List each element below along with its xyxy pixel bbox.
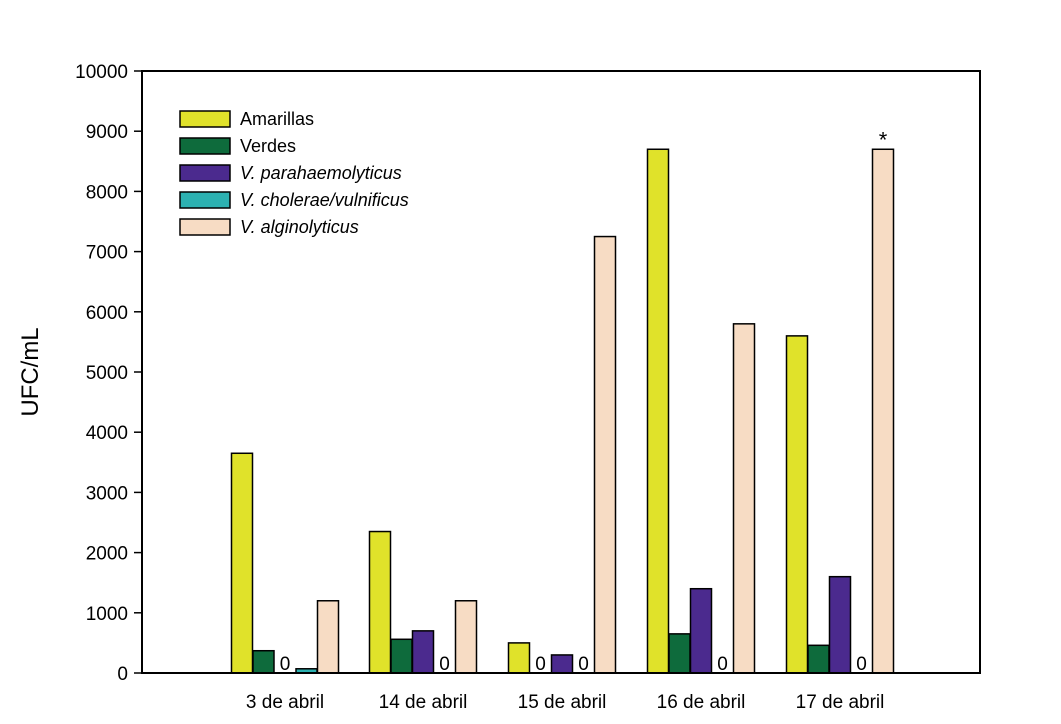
legend-label-verdes: Verdes (240, 136, 296, 156)
bar-verdes-16-de-abril (668, 633, 691, 674)
bar-v-alginolyticus-17-de-abril (871, 148, 895, 674)
y-axis-label: UFC/mL (17, 327, 44, 416)
y-tick-label: 5000 (86, 363, 128, 384)
bar-amarillas-3-de-abril (230, 452, 254, 674)
x-tick-label: 14 de abril (379, 692, 468, 713)
legend-swatch-amarillas (179, 110, 231, 128)
x-tick-label: 15 de abril (518, 692, 607, 713)
y-tick-label: 3000 (86, 483, 128, 504)
bar-v-parahaemolyticus-15-de-abril (550, 654, 574, 674)
legend-swatch-verdes (179, 137, 231, 155)
bar-amarillas-16-de-abril (646, 148, 670, 674)
zero-value-label: 0 (439, 654, 450, 675)
legend-label-v-cholerae-vulnificus: V. cholerae/vulnificus (240, 190, 409, 210)
zero-value-label: 0 (856, 654, 867, 675)
zero-value-label: 0 (578, 654, 589, 675)
zero-value-label: 0 (717, 654, 728, 675)
bar-verdes-14-de-abril (390, 638, 413, 674)
x-tick-label: 16 de abril (657, 692, 746, 713)
bar-amarillas-14-de-abril (368, 530, 392, 674)
y-tick-label: 1000 (86, 604, 128, 625)
bar-v-parahaemolyticus-14-de-abril (411, 630, 435, 674)
legend-label-amarillas: Amarillas (240, 109, 314, 129)
y-tick-label: 9000 (86, 122, 128, 143)
legend-swatch-v-cholerae-vulnificus (179, 191, 231, 209)
y-tick-label: 10000 (75, 62, 128, 83)
legend: Amarillas Verdes V. parahaemolyticus V. cho… (179, 109, 409, 237)
x-tick-label: 3 de abril (246, 692, 324, 713)
bars-layer (230, 148, 895, 674)
bar-v-alginolyticus-16-de-abril (732, 323, 756, 674)
zero-value-label: 0 (280, 654, 291, 675)
bar-verdes-17-de-abril (807, 644, 830, 674)
y-tick-label: 4000 (86, 423, 128, 444)
bar-amarillas-15-de-abril (507, 642, 531, 674)
y-tick-label: 7000 (86, 243, 128, 264)
bar-v-alginolyticus-14-de-abril (454, 600, 478, 674)
legend-swatch-v-parahaemolyticus (179, 164, 231, 182)
significance-asterisk: * (879, 127, 888, 152)
bar-v-parahaemolyticus-16-de-abril (689, 587, 713, 674)
y-tick-label: 6000 (86, 303, 128, 324)
bar-amarillas-17-de-abril (785, 335, 809, 674)
bar-verdes-3-de-abril (252, 649, 275, 674)
y-tick-label: 0 (117, 664, 128, 685)
zero-value-label: 0 (535, 654, 546, 675)
x-axis: 3 de abril 14 de abril 15 de abril 16 de ab… (246, 692, 884, 713)
bar-v-parahaemolyticus-17-de-abril (828, 575, 852, 674)
bar-v-alginolyticus-3-de-abril (316, 600, 340, 674)
legend-swatch-v-alginolyticus (179, 218, 231, 236)
y-tick-label: 8000 (86, 182, 128, 203)
legend-label-v-parahaemolyticus: V. parahaemolyticus (240, 163, 402, 183)
y-tick-label: 2000 (86, 544, 128, 565)
x-tick-label: 17 de abril (796, 692, 885, 713)
y-axis: 0 1000 2000 3000 4000 5000 6000 7000 8000 9000 100… (75, 62, 142, 685)
bar-v-alginolyticus-15-de-abril (593, 235, 617, 674)
annotations-layer: 0 0 0 0 0 0 * (280, 127, 888, 675)
legend-label-v-alginolyticus: V. alginolyticus (240, 217, 359, 237)
